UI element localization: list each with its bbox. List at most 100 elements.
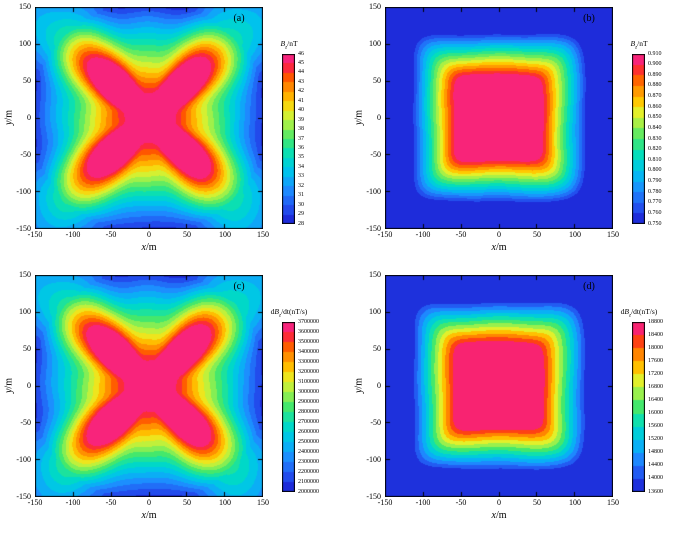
contour-plot bbox=[35, 7, 263, 229]
colorbar-tick-label: 3200000 bbox=[298, 368, 319, 375]
colorbar-tick-label: 16400 bbox=[648, 396, 663, 403]
colorbar-tick-label: 42 bbox=[298, 88, 304, 95]
colorbar-tick-label: 28 bbox=[298, 220, 304, 227]
colorbar-tick-label: 0.860 bbox=[648, 103, 662, 110]
panel-label: (b) bbox=[583, 13, 595, 24]
colorbar-tick-label: 14800 bbox=[648, 449, 663, 456]
y-tick-label: -100 bbox=[16, 187, 31, 196]
colorbar-tick-label: 3400000 bbox=[298, 348, 319, 355]
colorbar-tick-label: 3500000 bbox=[298, 338, 319, 345]
x-tick-label: 50 bbox=[183, 498, 191, 507]
colorbar-tick-label: 0.850 bbox=[648, 114, 662, 121]
x-tick-label: 100 bbox=[219, 498, 231, 507]
colorbar-tick-label: 2800000 bbox=[298, 408, 319, 415]
x-tick-label: -150 bbox=[377, 230, 393, 239]
panel-b: y/m (b) x/m Bz/nT -150 -100 -50 0 50 100 150 -1… bbox=[350, 0, 700, 267]
y-tick-label: 50 bbox=[373, 344, 381, 353]
colorbar-tick-label: 38 bbox=[298, 126, 304, 133]
colorbar-tick-label: 29 bbox=[298, 211, 304, 218]
x-axis-label: x/m bbox=[141, 242, 157, 253]
colorbar-tick-label: 37 bbox=[298, 135, 304, 142]
y-tick-label: 0 bbox=[377, 113, 381, 122]
y-tick-label: -150 bbox=[16, 224, 31, 233]
y-tick-label: 0 bbox=[27, 113, 31, 122]
colorbar-tick-label: 34 bbox=[298, 163, 304, 170]
x-axis-label: x/m bbox=[491, 242, 507, 253]
colorbar-tick-label: 45 bbox=[298, 59, 304, 66]
y-tick-label: 150 bbox=[19, 270, 31, 279]
y-tick-label: -100 bbox=[366, 455, 381, 464]
colorbar-tick-label: 3000000 bbox=[298, 388, 319, 395]
x-tick-label: -100 bbox=[65, 230, 81, 239]
y-tick-label: 150 bbox=[19, 2, 31, 11]
y-tick-label: 100 bbox=[19, 307, 31, 316]
colorbar-tick-label: 33 bbox=[298, 173, 304, 180]
colorbar-tick-label: 0.780 bbox=[648, 188, 662, 195]
colorbar-tick-label: 2100000 bbox=[298, 478, 319, 485]
x-tick-label: -50 bbox=[105, 230, 117, 239]
y-tick-label: 100 bbox=[19, 39, 31, 48]
x-tick-label: -50 bbox=[455, 498, 467, 507]
x-tick-label: -150 bbox=[27, 230, 43, 239]
x-axis-label: x/m bbox=[141, 510, 157, 521]
colorbar-tick-label: 0.750 bbox=[648, 220, 662, 227]
colorbar bbox=[632, 322, 645, 492]
x-tick-label: 100 bbox=[569, 498, 581, 507]
x-tick-label: 50 bbox=[533, 230, 541, 239]
panel-label: (a) bbox=[233, 13, 245, 24]
contour-plot bbox=[385, 7, 613, 229]
colorbar bbox=[282, 54, 295, 224]
colorbar-tick-label: 31 bbox=[298, 192, 304, 199]
colorbar-tick-label: 0.840 bbox=[648, 124, 662, 131]
colorbar-tick-label: 0.900 bbox=[648, 61, 662, 68]
y-tick-label: -100 bbox=[366, 187, 381, 196]
colorbar-tick-label: 2400000 bbox=[298, 448, 319, 455]
panel-a: y/m (a) x/m Bz/nT -150 -100 -50 0 50 100 150 -1… bbox=[0, 0, 350, 267]
x-tick-label: 50 bbox=[183, 230, 191, 239]
colorbar-tick-label: 32 bbox=[298, 182, 304, 189]
colorbar-tick-label: 2300000 bbox=[298, 458, 319, 465]
colorbar-tick-label: 30 bbox=[298, 201, 304, 208]
colorbar-tick-label: 0.890 bbox=[648, 71, 662, 78]
x-tick-label: 150 bbox=[607, 230, 619, 239]
panel-label: (d) bbox=[583, 281, 595, 292]
colorbar-tick-label: 3300000 bbox=[298, 358, 319, 365]
colorbar-tick-label: 41 bbox=[298, 97, 304, 104]
colorbar-tick-label: 0.870 bbox=[648, 93, 662, 99]
colorbar-title: dBz/dt(nT/s) bbox=[620, 307, 658, 319]
colorbar-tick-label: 36 bbox=[298, 144, 304, 151]
y-tick-label: -150 bbox=[16, 492, 31, 501]
x-tick-label: -50 bbox=[105, 498, 117, 507]
colorbar-tick-label: 3700000 bbox=[298, 318, 319, 325]
colorbar-tick-label: 2000000 bbox=[298, 488, 319, 495]
x-tick-label: 0 bbox=[147, 230, 151, 239]
colorbar-tick-label: 0.880 bbox=[648, 82, 662, 89]
x-tick-label: 0 bbox=[497, 230, 501, 239]
x-tick-label: -50 bbox=[455, 230, 467, 239]
x-tick-label: 150 bbox=[257, 498, 269, 507]
colorbar bbox=[632, 54, 645, 224]
x-tick-label: 100 bbox=[569, 230, 581, 239]
colorbar-title: dBz/dt(nT/s) bbox=[270, 307, 308, 319]
y-tick-label: -50 bbox=[370, 418, 381, 427]
colorbar-tick-label: 39 bbox=[298, 116, 304, 123]
colorbar-tick-label: 14000 bbox=[648, 475, 663, 482]
y-tick-label: 150 bbox=[369, 270, 381, 279]
colorbar-tick-label: 16000 bbox=[648, 410, 663, 417]
y-tick-label: -150 bbox=[366, 492, 381, 501]
y-tick-label: 150 bbox=[369, 2, 381, 11]
colorbar-tick-label: 2700000 bbox=[298, 418, 319, 425]
colorbar-tick-label: 2200000 bbox=[298, 468, 319, 475]
y-tick-label: 0 bbox=[377, 381, 381, 390]
x-tick-label: 150 bbox=[607, 498, 619, 507]
colorbar-tick-label: 17200 bbox=[648, 370, 663, 377]
colorbar bbox=[282, 322, 295, 492]
colorbar-tick-label: 13600 bbox=[648, 488, 663, 495]
colorbar-tick-label: 18000 bbox=[648, 344, 663, 351]
colorbar-title: Bz/nT bbox=[280, 39, 298, 51]
y-tick-label: 0 bbox=[27, 381, 31, 390]
colorbar-tick-label: 0.910 bbox=[648, 50, 662, 57]
x-tick-label: 50 bbox=[533, 498, 541, 507]
colorbar-tick-label: 18800 bbox=[648, 318, 663, 325]
